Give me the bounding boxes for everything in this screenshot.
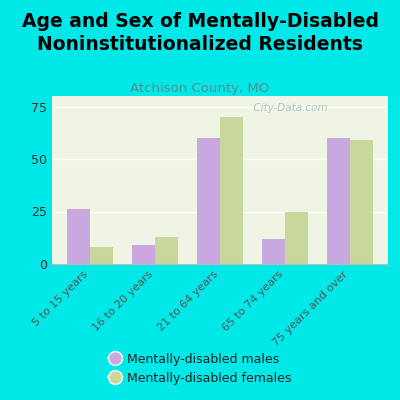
Bar (285, 212, 308, 264)
Bar (155, 237, 178, 264)
Text: City-Data.com: City-Data.com (247, 103, 328, 113)
Bar (132, 245, 155, 264)
Text: Age and Sex of Mentally-Disabled
Noninstitutionalized Residents: Age and Sex of Mentally-Disabled Noninst… (22, 12, 378, 54)
Text: Atchison County, MO: Atchison County, MO (130, 82, 270, 95)
Bar (220, 117, 243, 264)
Bar (197, 138, 220, 264)
Bar (327, 138, 350, 264)
Bar (67, 210, 90, 264)
Bar (350, 140, 373, 264)
Legend: Mentally-disabled males, Mentally-disabled females: Mentally-disabled males, Mentally-disabl… (104, 348, 296, 390)
Bar (262, 239, 285, 264)
Bar (90, 247, 113, 264)
